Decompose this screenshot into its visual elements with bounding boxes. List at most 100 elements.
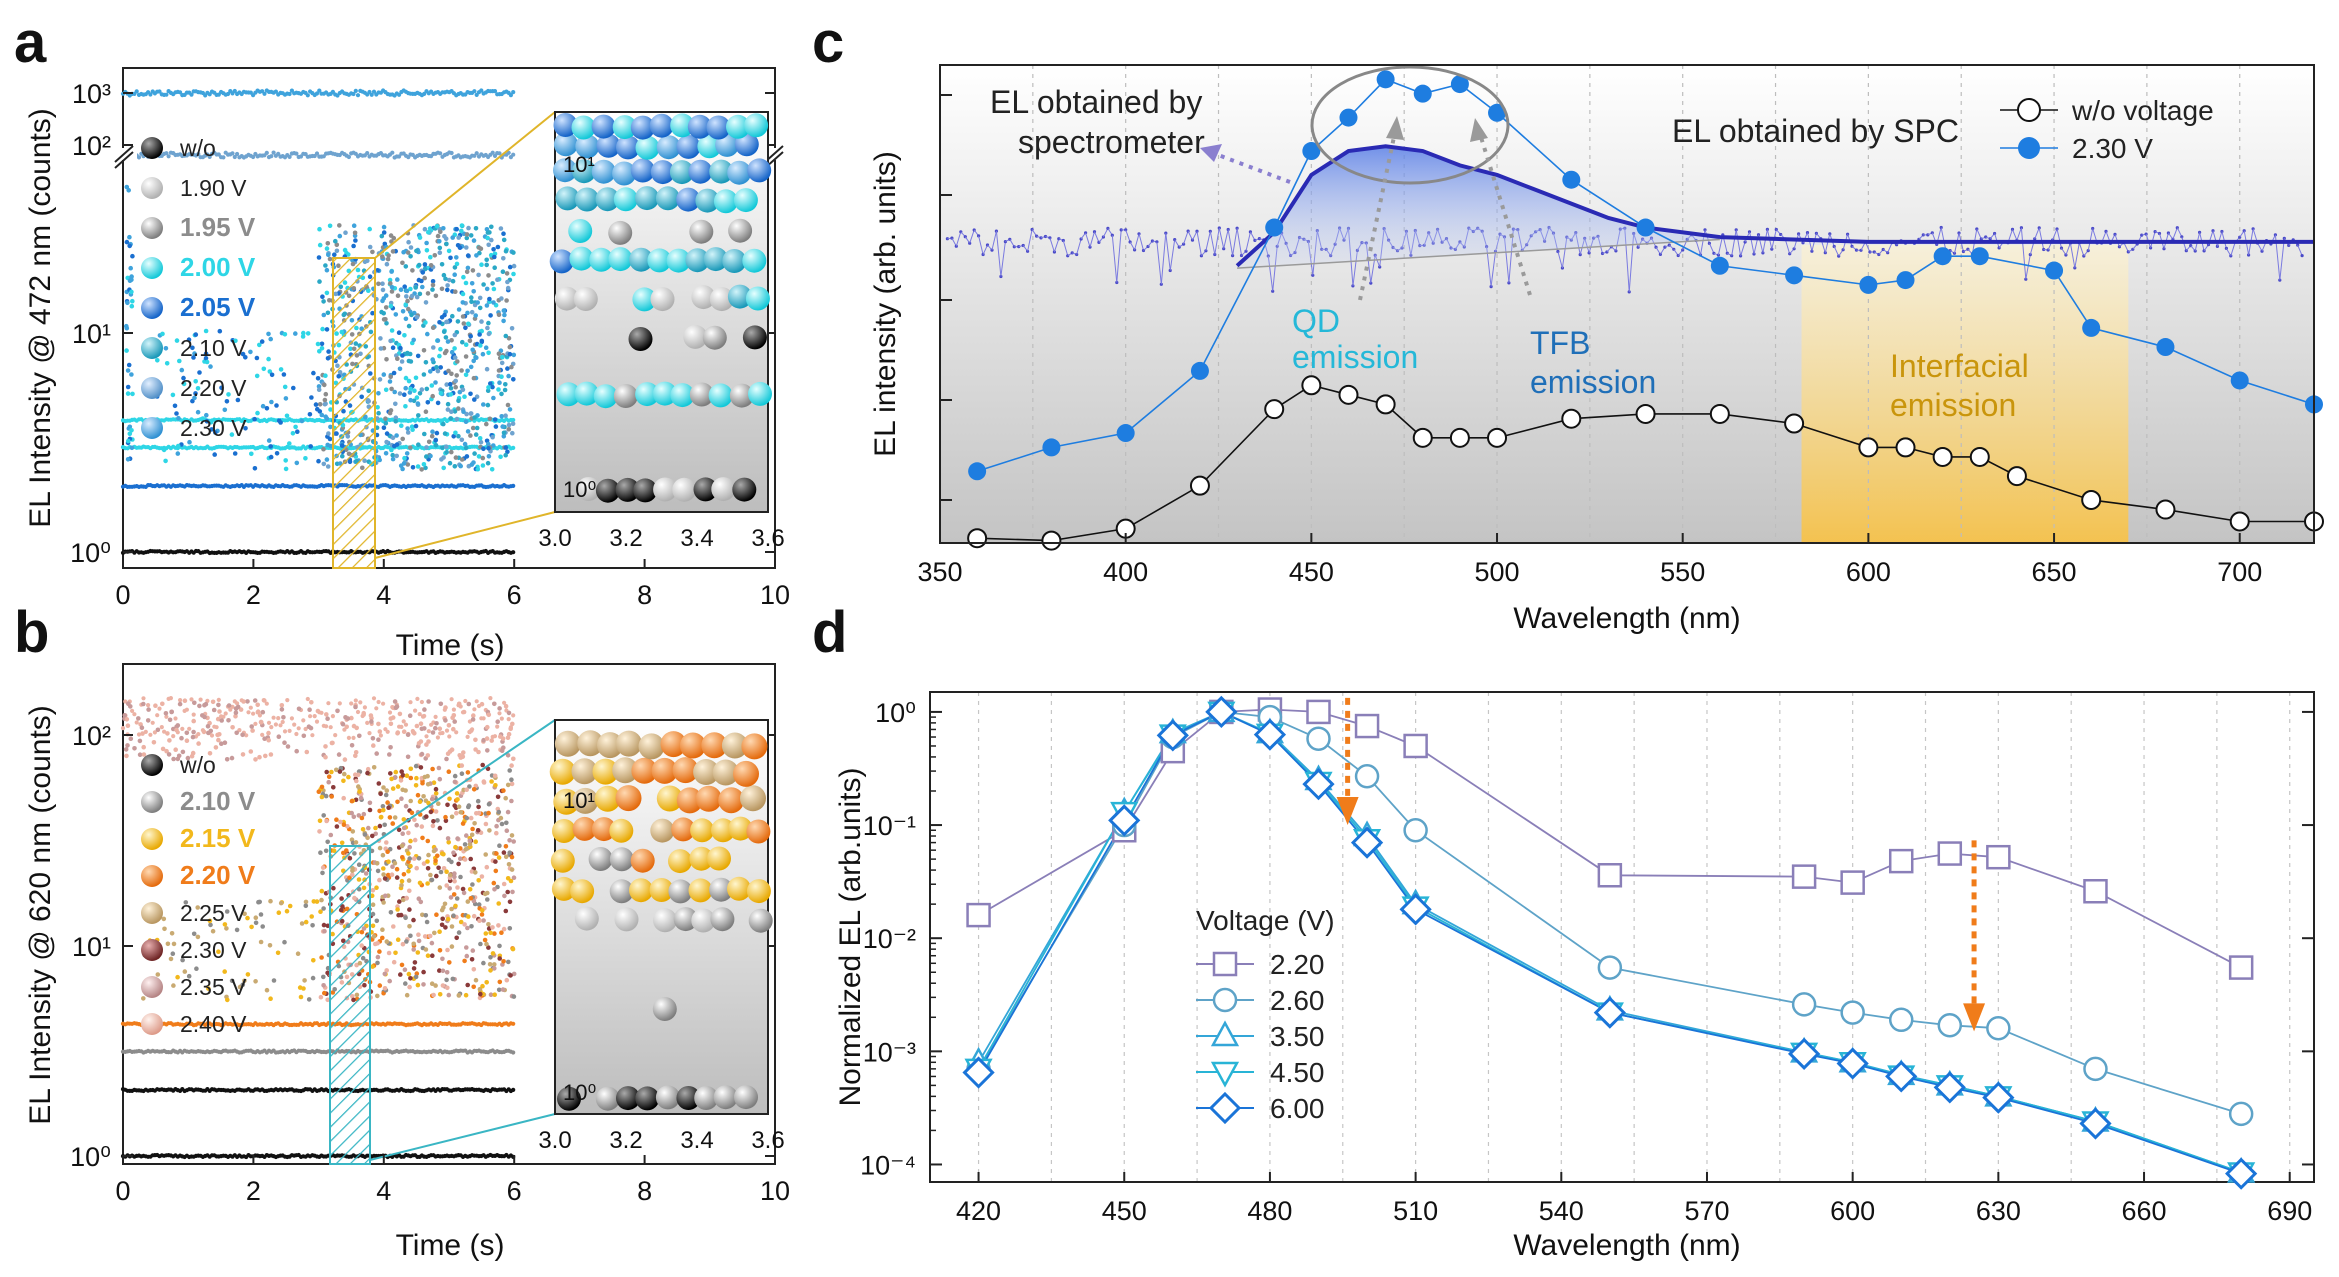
data-point (354, 778, 359, 784)
data-point (321, 312, 327, 318)
data-point (496, 809, 502, 815)
data-point (464, 945, 469, 950)
data-point (462, 842, 468, 847)
data-point (357, 789, 362, 794)
data-point (413, 375, 419, 381)
data-point (506, 717, 511, 722)
data-point (371, 743, 376, 748)
data-point (128, 265, 133, 271)
data-point (435, 735, 440, 740)
data-point (449, 747, 455, 752)
data-point (430, 357, 436, 362)
data-point (425, 400, 431, 405)
data-point (459, 368, 464, 373)
data-point (397, 154, 402, 159)
data-point (437, 948, 443, 953)
data-point (511, 550, 516, 555)
data-point (324, 818, 329, 824)
data-point (436, 801, 441, 806)
data-point (257, 713, 262, 718)
data-point (324, 267, 330, 273)
data-point (333, 733, 338, 738)
data-point (421, 372, 427, 377)
data-point (198, 697, 203, 702)
data-point (381, 224, 387, 230)
data-point (403, 803, 409, 809)
data-point (447, 277, 452, 283)
data-point (439, 262, 445, 267)
data-point (169, 931, 175, 936)
data-point (399, 423, 404, 429)
data-point (480, 455, 486, 461)
data-point (383, 420, 389, 426)
data-point (415, 696, 420, 702)
data-point (370, 923, 376, 929)
data-point (486, 441, 491, 447)
data-point (450, 313, 455, 319)
data-point (219, 718, 224, 723)
data-point (486, 810, 491, 816)
data-point (433, 858, 438, 863)
data-point (316, 789, 322, 794)
data-point (392, 699, 398, 704)
data-point (124, 184, 130, 190)
data-point (433, 714, 438, 720)
inset-sphere (595, 478, 620, 503)
data-point (353, 753, 358, 759)
data-point (349, 810, 355, 816)
data-point (509, 798, 514, 804)
data-point (442, 234, 447, 239)
data-point (437, 245, 443, 251)
data-point (408, 253, 413, 259)
data-point (480, 762, 486, 768)
data-point (489, 224, 494, 230)
data-point (492, 417, 498, 422)
data-point (496, 351, 502, 357)
data-point (465, 429, 471, 434)
panel-b-dot-bands (120, 696, 517, 1160)
data-point (379, 309, 384, 315)
data-point (129, 445, 135, 451)
data-point (484, 366, 490, 372)
data-point (477, 332, 482, 337)
data-point (120, 726, 126, 731)
data-point (314, 151, 320, 156)
x-tick-label: 4 (376, 580, 391, 610)
data-point (367, 807, 373, 813)
data-point (294, 731, 299, 737)
data-point (283, 396, 289, 401)
data-point (342, 757, 348, 762)
data-point (485, 897, 490, 902)
data-point (229, 432, 235, 437)
data-point (336, 752, 342, 757)
data-point (171, 734, 176, 739)
inset-sphere (571, 115, 596, 140)
data-point (301, 733, 307, 739)
data-point (444, 728, 450, 733)
data-point (384, 939, 390, 944)
inset-sphere (575, 187, 599, 212)
data-point (333, 238, 338, 244)
data-point (488, 381, 493, 386)
data-point (405, 426, 410, 431)
data-point (433, 293, 439, 299)
data-point (370, 249, 375, 255)
data-point (358, 700, 363, 705)
data-point (423, 465, 428, 471)
data-point (471, 787, 477, 792)
data-point (444, 319, 449, 325)
data-point (478, 439, 484, 445)
data-point (164, 92, 169, 97)
data-point (353, 704, 358, 710)
data-point (129, 372, 134, 377)
data-point (395, 356, 400, 362)
data-point (367, 731, 372, 736)
data-point (264, 406, 270, 411)
data-point (376, 391, 381, 396)
data-point (252, 466, 258, 471)
data-point (325, 716, 330, 721)
data-point (444, 756, 449, 762)
data-point (469, 299, 474, 305)
inset-sphere (689, 219, 714, 244)
